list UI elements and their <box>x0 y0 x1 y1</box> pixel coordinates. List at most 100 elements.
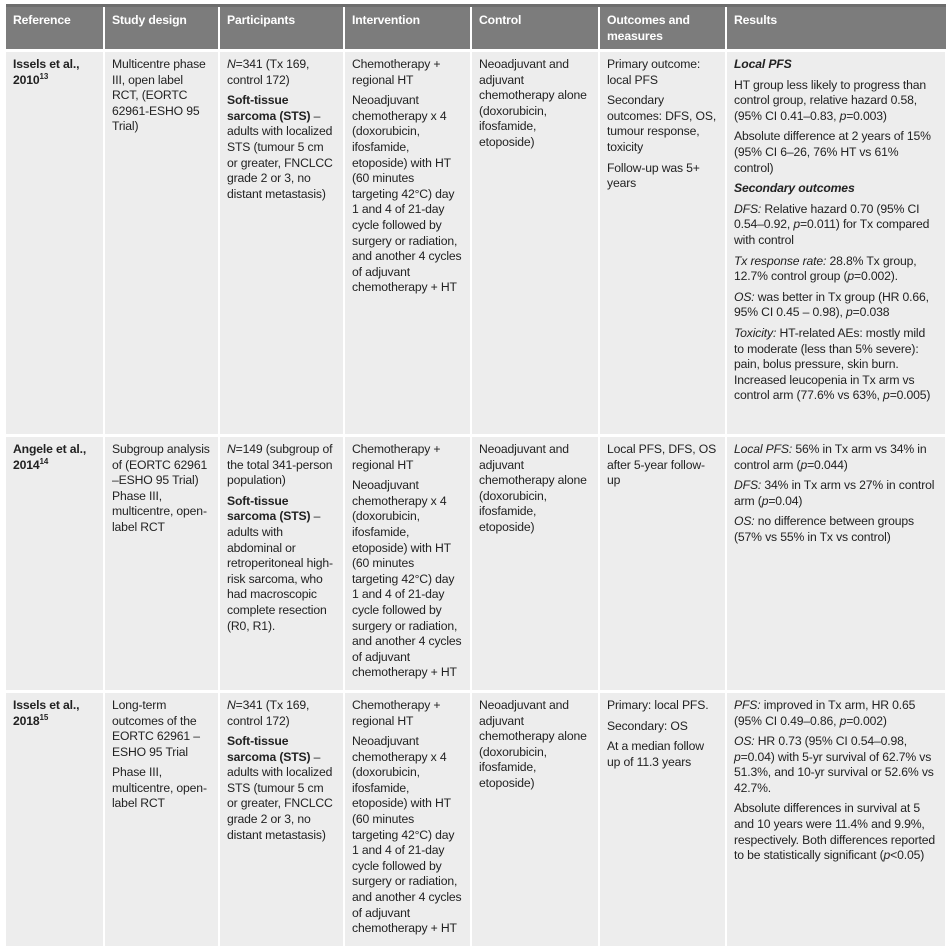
table-wrap: Reference Study design Participants Interve… <box>6 4 947 948</box>
italic-run: Toxicity: <box>734 325 777 340</box>
italic-run: OS: <box>734 289 755 304</box>
text-run: Secondary: OS <box>607 718 688 733</box>
cell-paragraph: Local PFS <box>734 57 938 73</box>
cell-paragraph: Absolute differences in survival at 5 an… <box>734 801 938 863</box>
reference-cell: Issels et al., 201013 <box>6 49 105 437</box>
text-run: 28.8% Tx group, 12.7% control group ( <box>734 253 917 284</box>
text-run: HT group less likely to progress than co… <box>734 77 927 123</box>
text-run: =149 (subgroup of the total 341-person p… <box>227 442 333 488</box>
text-run: 56% in Tx arm vs 34% in control arm ( <box>734 442 927 472</box>
table-cell: Local PFS HT group less likely to progres… <box>725 49 947 437</box>
text-run: =0.005) <box>889 388 931 403</box>
text-run: Absolute difference at 2 years of 15% (9… <box>734 129 931 175</box>
column-header: Intervention <box>343 7 471 51</box>
cell-paragraph: Subgroup analysis of (EORTC 62961 –ESHO … <box>112 442 211 536</box>
text-run: Neoadjuvant chemotherapy x 4 (doxorubici… <box>352 93 462 295</box>
cell-paragraph: OS: no difference between groups (57% vs… <box>734 514 938 545</box>
text-run: was better in Tx group (HR 0.66, 95% CI … <box>734 289 929 320</box>
cell-paragraph: Secondary outcomes <box>734 181 938 197</box>
cell-paragraph: HT group less likely to progress than co… <box>734 78 938 125</box>
reference-cell: Angele et al., 201414 <box>6 434 105 693</box>
table-cell: Multicentre phase III, open label RCT, (… <box>103 49 220 437</box>
italic-run: N <box>227 697 236 712</box>
cell-paragraph: At a median follow up of 11.3 years <box>607 739 718 770</box>
bold-italic-run: Local PFS <box>734 57 792 71</box>
evidence-table: Reference Study design Participants Interve… <box>6 7 947 948</box>
text-run: At a median follow up of 11.3 years <box>607 739 704 769</box>
table-cell: Neoadjuvant and adjuvant chemotherapy al… <box>470 434 600 693</box>
text-run: =0.044) <box>807 457 848 472</box>
reference-text: Issels et al., 2018 <box>13 697 80 728</box>
italic-run: p <box>734 749 741 764</box>
text-run: =0.011) for Tx compared with control <box>734 217 930 247</box>
italic-run: PFS: <box>734 697 761 712</box>
text-run: Chemotherapy + regional HT <box>352 697 441 728</box>
cell-paragraph: Secondary outcomes: DFS, OS, tumour resp… <box>607 93 718 155</box>
text-run: Long-term outcomes of the EORTC 62961 – … <box>112 697 200 759</box>
cell-paragraph: Soft-tissue sarcoma (STS) – adults with … <box>227 494 336 634</box>
text-run: =0.038 <box>852 305 890 320</box>
cell-paragraph: Chemotherapy + regional HT <box>352 57 463 88</box>
cell-paragraph: Primary: local PFS. <box>607 698 718 714</box>
cell-paragraph: Neoadjuvant and adjuvant chemotherapy al… <box>479 57 591 151</box>
bold-italic-run: Secondary outcomes <box>734 181 855 196</box>
table-cell: Local PFS, DFS, OS after 5-year follow-u… <box>598 434 727 693</box>
text-run: – adults with abdominal or retroperitone… <box>227 509 333 633</box>
cell-paragraph: Chemotherapy + regional HT <box>352 698 463 729</box>
cell-paragraph: Multicentre phase III, open label RCT, (… <box>112 57 211 135</box>
cell-paragraph: N=341 (Tx 169, control 172) <box>227 57 336 88</box>
table-cell: Primary: local PFS. Secondary: OS At a med… <box>598 689 727 948</box>
text-run: HT-related AEs: mostly mild to moderate … <box>734 325 926 403</box>
text-run: Follow-up was 5+ years <box>607 160 700 191</box>
text-run: no difference between groups (57% vs 55%… <box>734 514 914 544</box>
text-run: =0.04) <box>768 493 803 508</box>
text-run: Neoadjuvant and adjuvant chemotherapy al… <box>479 697 587 790</box>
table-row: Angele et al., 201414 Subgroup analysis o… <box>6 434 947 693</box>
table-cell: Chemotherapy + regional HT Neoadjuvant ch… <box>343 434 472 693</box>
text-run: =0.003) <box>846 108 887 123</box>
reference-number: 14 <box>39 456 49 466</box>
italic-run: p <box>793 217 800 232</box>
text-run: – adults with localized STS (tumour 5 cm… <box>227 108 333 201</box>
reference-cell: Issels et al., 201815 <box>6 689 105 948</box>
table-cell: N=341 (Tx 169, control 172) Soft-tissue s… <box>218 689 345 948</box>
cell-paragraph: N=341 (Tx 169, control 172) <box>227 698 336 729</box>
italic-run: p <box>761 493 769 508</box>
cell-paragraph: N=149 (subgroup of the total 341-person … <box>227 442 336 489</box>
text-run: Neoadjuvant chemotherapy x 4 (doxorubici… <box>352 478 462 680</box>
text-run: <0.05) <box>890 848 925 863</box>
text-run: Chemotherapy + regional HT <box>352 442 441 472</box>
italic-run: p <box>847 269 855 284</box>
column-header: Reference <box>6 7 104 51</box>
cell-paragraph: Follow-up was 5+ years <box>607 161 718 192</box>
text-run: Relative hazard 0.70 (95% CI 0.54–0.92, <box>734 201 920 232</box>
cell-paragraph: Local PFS, DFS, OS after 5-year follow-u… <box>607 442 718 489</box>
text-run: Neoadjuvant and adjuvant chemotherapy al… <box>479 57 587 149</box>
cell-paragraph: Neoadjuvant chemotherapy x 4 (doxorubici… <box>352 93 463 296</box>
text-run: Absolute differences in survival at 5 an… <box>734 801 935 863</box>
column-header: Control <box>470 7 599 51</box>
column-header: Participants <box>218 7 344 51</box>
column-header: Study design <box>103 7 219 51</box>
italic-run: p <box>839 108 847 123</box>
cell-paragraph: Neoadjuvant chemotherapy x 4 (doxorubici… <box>352 478 463 681</box>
italic-run: p <box>846 305 853 320</box>
italic-run: DFS: <box>734 478 762 493</box>
cell-paragraph: Phase III, multicentre, open-label RCT <box>112 765 211 812</box>
cell-paragraph: Neoadjuvant and adjuvant chemotherapy al… <box>479 698 591 792</box>
italic-run: N <box>227 442 236 456</box>
cell-paragraph: Chemotherapy + regional HT <box>352 442 463 473</box>
text-run: improved in Tx arm, HR 0.65 (95% CI 0.49… <box>734 697 916 728</box>
cell-paragraph: Absolute difference at 2 years of 15% (9… <box>734 129 938 176</box>
text-run: Multicentre phase III, open label RCT, (… <box>112 57 206 134</box>
cell-paragraph: Toxicity: HT-related AEs: mostly mild to… <box>734 326 938 404</box>
text-run: =0.04) with 5-yr survival of 62.7% vs 51… <box>734 749 934 795</box>
cell-paragraph: Secondary: OS <box>607 719 718 735</box>
text-run: HR 0.73 (95% CI 0.54–0.98, <box>754 734 907 749</box>
column-header: Outcomes and measures <box>598 7 726 51</box>
italic-run: OS: <box>734 514 755 529</box>
table-cell: PFS: improved in Tx arm, HR 0.65 (95% CI… <box>725 689 947 948</box>
table-cell: N=341 (Tx 169, control 172) Soft-tissue s… <box>218 49 345 437</box>
text-run: Phase III, multicentre, open-label RCT <box>112 765 207 811</box>
